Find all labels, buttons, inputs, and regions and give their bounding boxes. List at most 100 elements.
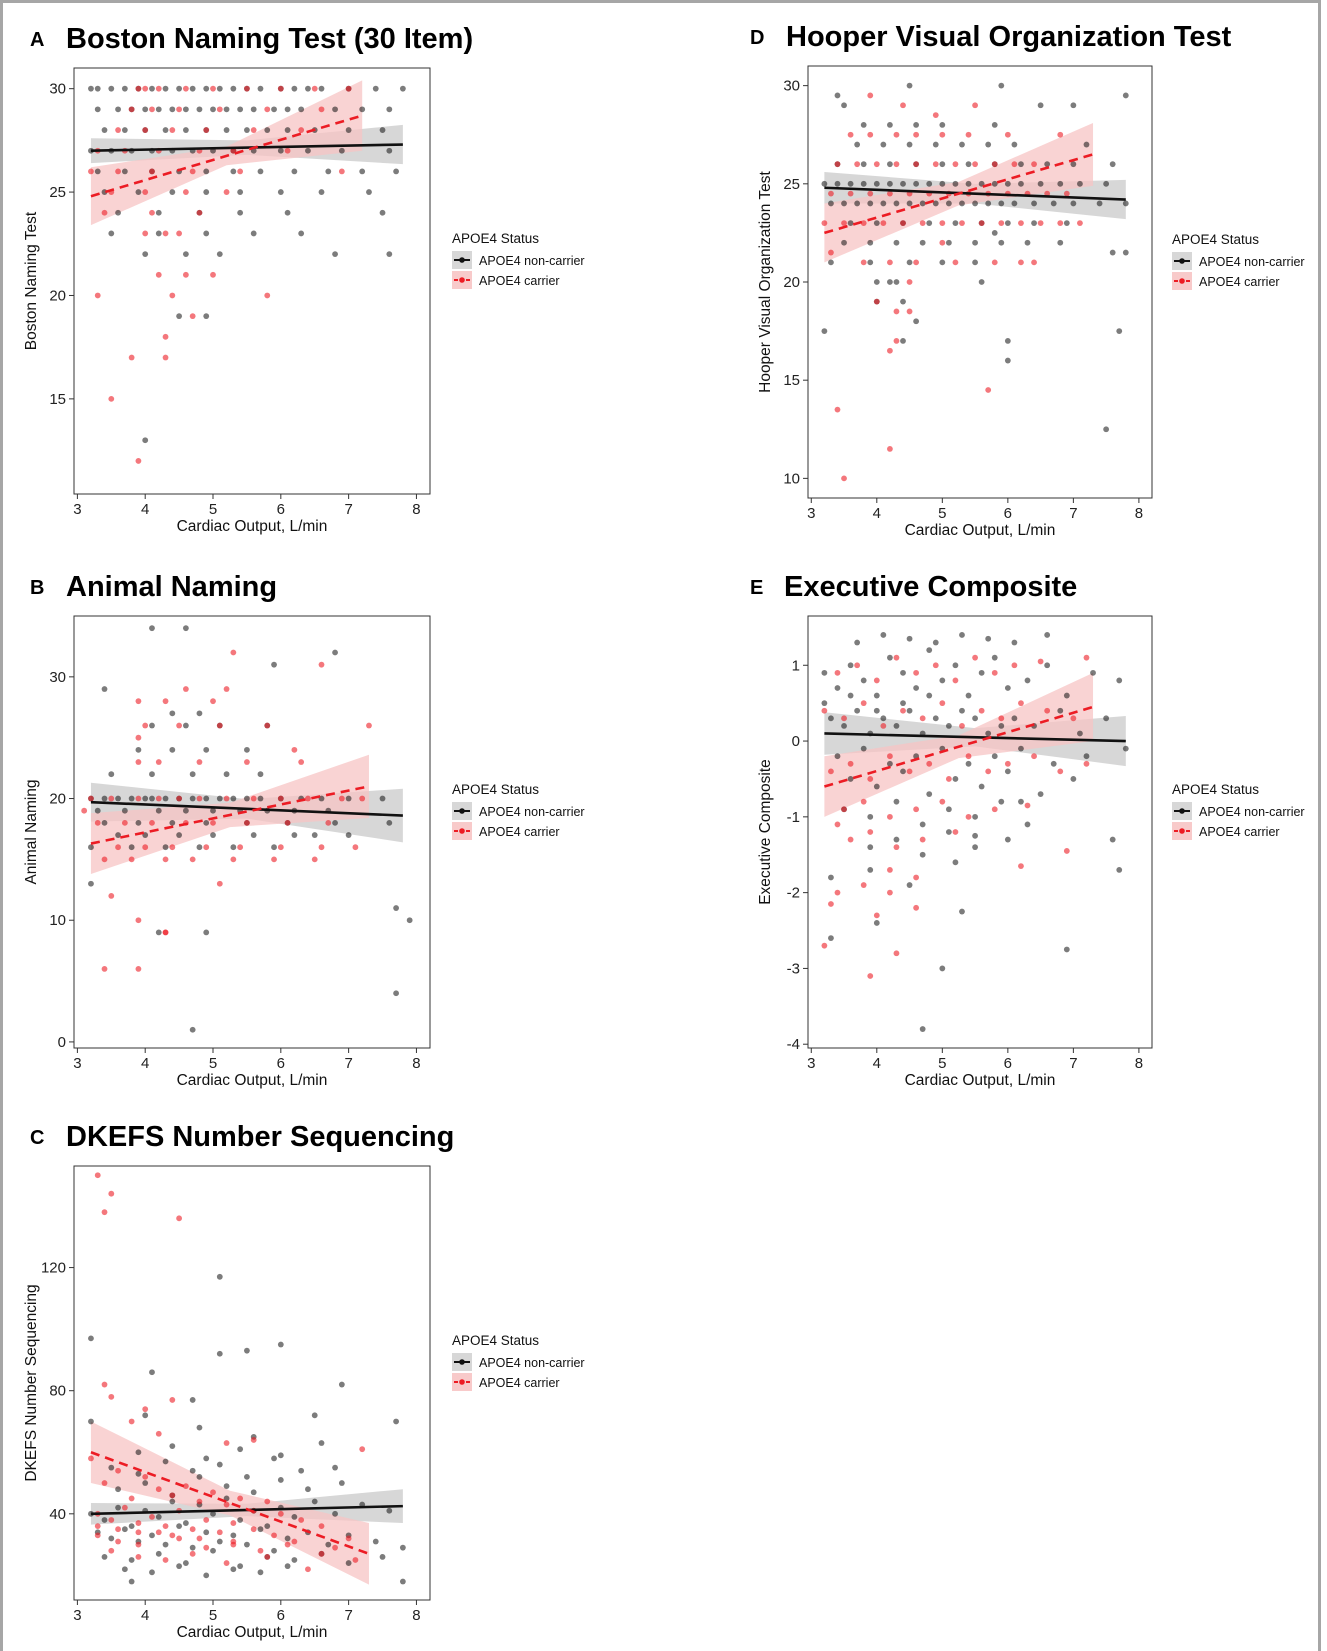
point-non-carrier xyxy=(257,795,264,802)
panel-title: DKEFS Number Sequencing xyxy=(66,1121,454,1153)
point-carrier xyxy=(1031,753,1037,760)
point-carrier xyxy=(906,308,913,315)
panel-letter: D xyxy=(750,27,764,49)
point-carrier xyxy=(155,271,162,278)
legend-key-non-carrier-dot xyxy=(459,257,465,263)
legend-title: APOE4 Status xyxy=(452,782,539,797)
point-carrier xyxy=(176,106,183,113)
point-non-carrier xyxy=(291,832,298,838)
point-carrier xyxy=(101,209,108,216)
point-non-carrier xyxy=(237,189,244,195)
point-non-carrier xyxy=(305,147,311,154)
point-non-carrier xyxy=(101,1554,108,1560)
point-carrier xyxy=(913,669,920,676)
point-non-carrier xyxy=(1057,707,1064,714)
point-non-carrier xyxy=(203,1455,210,1462)
point-non-carrier xyxy=(1063,692,1070,699)
x-tick-label: 3 xyxy=(73,501,81,518)
point-carrier xyxy=(1057,131,1064,138)
point-non-carrier xyxy=(1103,715,1110,722)
point-non-carrier xyxy=(972,813,978,820)
point-carrier xyxy=(919,836,926,843)
point-non-carrier xyxy=(298,230,305,237)
point-non-carrier xyxy=(959,200,965,207)
point-carrier xyxy=(991,669,998,676)
x-tick-label: 5 xyxy=(209,1055,217,1072)
point-carrier xyxy=(155,1430,162,1437)
point-non-carrier xyxy=(149,771,155,778)
point-non-carrier xyxy=(880,715,887,722)
legend-title: APOE4 Status xyxy=(452,231,539,246)
point-carrier xyxy=(298,1517,305,1523)
point-non-carrier xyxy=(841,239,847,246)
x-tick-label: 8 xyxy=(1135,505,1143,522)
fit-line-carrier xyxy=(90,114,363,198)
x-tick-label: 4 xyxy=(141,501,149,518)
point-non-carrier xyxy=(128,844,135,851)
point-non-carrier xyxy=(223,1483,230,1490)
point-carrier xyxy=(230,649,237,656)
point-non-carrier xyxy=(985,730,992,737)
x-tick-label: 8 xyxy=(412,1607,420,1624)
point-carrier xyxy=(919,715,926,722)
point-carrier xyxy=(189,856,196,863)
point-non-carrier xyxy=(386,106,393,113)
point-carrier xyxy=(162,856,169,863)
point-non-carrier xyxy=(135,189,142,195)
point-carrier xyxy=(965,131,972,138)
point-non-carrier xyxy=(854,639,861,646)
point-carrier xyxy=(1018,259,1024,266)
point-non-carrier xyxy=(985,141,992,148)
point-non-carrier xyxy=(386,147,393,154)
point-non-carrier xyxy=(393,1418,399,1425)
point-carrier xyxy=(939,220,946,226)
confidence-band-carrier xyxy=(90,80,363,226)
plot-content xyxy=(88,80,406,464)
point-non-carrier xyxy=(893,279,900,285)
legend-label-carrier: APOE4 carrier xyxy=(1199,275,1280,289)
point-carrier xyxy=(284,147,291,154)
point-non-carrier xyxy=(223,106,230,113)
point-carrier xyxy=(115,844,121,851)
legend-label-carrier: APOE4 carrier xyxy=(479,825,560,839)
point-non-carrier xyxy=(223,771,230,778)
point-carrier xyxy=(913,874,920,881)
point-non-carrier xyxy=(169,106,176,113)
point-non-carrier xyxy=(257,1569,264,1576)
point-non-carrier xyxy=(250,230,257,237)
panel-letter: C xyxy=(30,1127,44,1149)
point-non-carrier xyxy=(189,1467,196,1474)
point-non-carrier xyxy=(959,632,965,638)
point-carrier xyxy=(860,220,867,226)
point-non-carrier xyxy=(906,259,913,266)
legend-title: APOE4 Status xyxy=(1172,782,1259,797)
point-carrier xyxy=(196,795,203,802)
point-non-carrier xyxy=(196,1473,203,1480)
point-non-carrier xyxy=(94,106,101,113)
point-carrier xyxy=(919,220,926,226)
point-non-carrier xyxy=(1116,866,1123,873)
point-carrier xyxy=(860,700,867,707)
point-non-carrier xyxy=(203,819,210,826)
point-non-carrier xyxy=(926,180,933,187)
point-non-carrier xyxy=(900,180,906,187)
point-carrier xyxy=(860,882,867,888)
point-non-carrier xyxy=(257,85,264,92)
point-carrier xyxy=(128,1418,135,1425)
point-non-carrier xyxy=(900,338,906,344)
panel-letter: B xyxy=(30,577,44,599)
point-non-carrier xyxy=(959,707,965,714)
point-non-carrier xyxy=(945,200,952,207)
point-non-carrier xyxy=(873,279,880,285)
panel-title: Hooper Visual Organization Test xyxy=(786,21,1232,53)
point-carrier xyxy=(223,686,230,692)
point-carrier xyxy=(847,760,854,767)
point-carrier xyxy=(108,892,115,899)
point-non-carrier xyxy=(1011,200,1018,207)
point-carrier xyxy=(189,313,196,320)
point-non-carrier xyxy=(1037,791,1044,798)
point-carrier xyxy=(1057,768,1064,775)
point-carrier xyxy=(939,700,946,707)
point-non-carrier xyxy=(952,180,959,187)
